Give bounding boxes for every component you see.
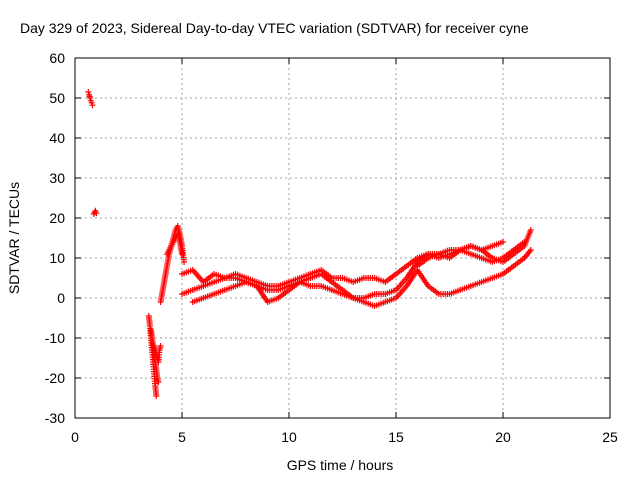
- data-point: [87, 95, 93, 101]
- series-peak: [164, 231, 185, 257]
- series-arc-3: [151, 343, 164, 365]
- data-point: [527, 227, 534, 233]
- data-point: [500, 239, 506, 245]
- data-point: [527, 247, 534, 253]
- data-points: [85, 89, 534, 399]
- x-tick-label: 5: [178, 429, 186, 445]
- y-tick-label: -20: [45, 370, 65, 386]
- y-tick-label: 30: [49, 170, 65, 186]
- x-axis-label: GPS time / hours: [287, 457, 394, 473]
- axis-ticks: 0 5 10 15 20 25 -30 -20 -10 0 10 20 30 40 50 60: [45, 50, 618, 445]
- data-point: [89, 102, 96, 109]
- plot-frame: [74, 57, 611, 419]
- series-track-A: [179, 239, 506, 289]
- x-tick-label: 10: [281, 429, 297, 445]
- data-point: [181, 259, 188, 265]
- series-track-D: [414, 227, 534, 269]
- y-tick-label: 10: [49, 250, 65, 266]
- data-point: [153, 393, 160, 399]
- series-track-C: [189, 247, 534, 309]
- y-axis-label: SDTVAR / TECUs: [6, 182, 22, 294]
- y-tick-label: -30: [45, 410, 65, 426]
- series-isolated: [90, 207, 100, 217]
- y-tick-label: 40: [49, 130, 65, 146]
- x-tick-label: 0: [71, 429, 79, 445]
- y-tick-label: -10: [45, 330, 65, 346]
- y-tick-label: 20: [49, 210, 65, 226]
- data-point: [179, 251, 185, 257]
- series-early-high: [85, 89, 96, 109]
- data-point: [155, 379, 162, 385]
- data-point: [85, 89, 92, 95]
- x-tick-label: 15: [388, 429, 404, 445]
- y-tick-label: 60: [49, 50, 65, 66]
- x-tick-label: 25: [602, 429, 618, 445]
- data-point: [157, 343, 164, 349]
- y-tick-label: 50: [49, 90, 65, 106]
- chart-title: Day 329 of 2023, Sidereal Day-to-day VTE…: [20, 20, 529, 36]
- y-tick-label: 0: [57, 290, 65, 306]
- data-point: [93, 210, 100, 217]
- x-tick-label: 20: [495, 429, 511, 445]
